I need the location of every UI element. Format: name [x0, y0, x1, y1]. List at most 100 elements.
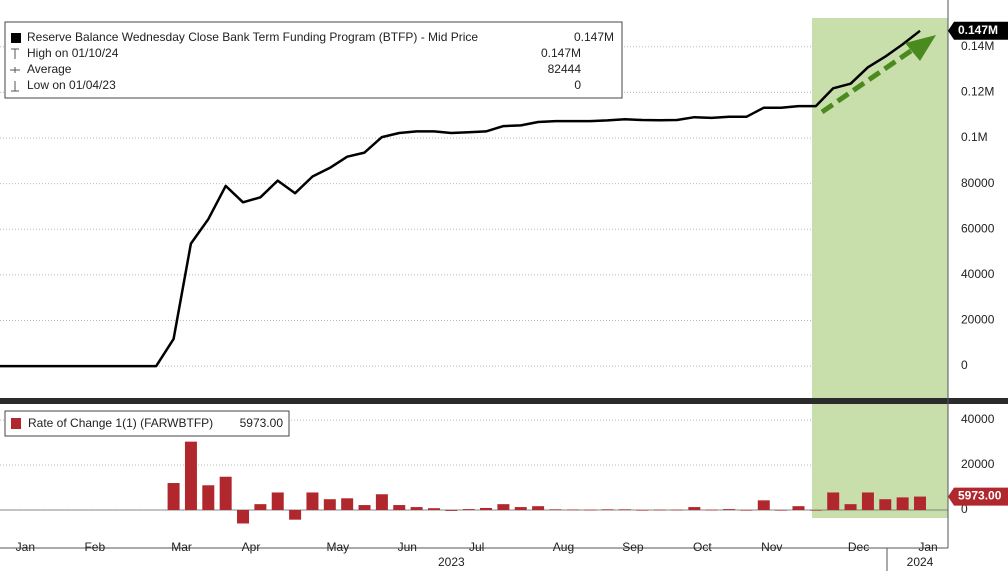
marks — [0, 29, 948, 524]
year-label: 2024 — [907, 555, 934, 569]
legend-stat-value: 82444 — [548, 62, 582, 76]
bar — [375, 494, 388, 511]
bar — [792, 506, 805, 511]
bar — [896, 497, 909, 511]
arrow-head — [905, 35, 936, 61]
y-tick-label: 0.14M — [961, 39, 994, 53]
panel-separator — [0, 398, 1008, 404]
x-tick-label: Nov — [761, 540, 782, 554]
legend-stat-label: Low on 01/04/23 — [27, 78, 116, 92]
bar — [914, 496, 926, 511]
legend-stats: High on 01/10/24 0.147M Average 82444 Low on… — [27, 46, 581, 92]
legend-stat-value: 0.147M — [541, 46, 581, 60]
bar — [636, 510, 649, 511]
last-value-tag — [948, 487, 1008, 506]
bar — [566, 509, 579, 511]
legend-stat-label: High on 01/10/24 — [27, 46, 119, 60]
x-tick-label: May — [326, 540, 349, 554]
legend-series-last: 0.147M — [574, 30, 614, 44]
bar — [202, 485, 215, 511]
bar — [167, 483, 180, 511]
x-tick-label: Jan — [918, 540, 937, 554]
legend-series-last: 5973.00 — [240, 416, 284, 430]
bar — [427, 508, 440, 511]
bar — [740, 510, 753, 511]
bar — [184, 441, 197, 511]
bar — [601, 509, 614, 511]
bar — [861, 492, 874, 511]
arrow-shaft — [820, 43, 920, 115]
bar — [254, 504, 267, 511]
bar — [289, 510, 302, 520]
legend-stat-value: 0 — [574, 78, 581, 92]
bar — [306, 492, 319, 511]
legend-box — [4, 21, 623, 99]
legend-series-name: Rate of Change 1(1) (FARWBTFP) — [28, 416, 213, 430]
bar — [844, 504, 857, 511]
y-tick-label: 0.1M — [961, 130, 988, 144]
y-tick-label: 0 — [961, 502, 968, 516]
bar — [809, 510, 822, 511]
legend-low-icon — [11, 81, 19, 92]
legend-bottom: Rate of Change 1(1) (FARWBTFP) 5973.00 — [4, 410, 290, 437]
bar — [462, 509, 475, 511]
legend-high-icon — [11, 48, 19, 59]
bar — [514, 507, 527, 511]
legend-swatch — [11, 33, 21, 43]
x-tick-label: Mar — [171, 540, 192, 554]
year-label: 2023 — [438, 555, 465, 569]
y-tick-label: 20000 — [961, 457, 995, 471]
x-tick-label: Feb — [84, 540, 105, 554]
bar — [775, 510, 788, 511]
last-value-label: 5973.00 — [958, 489, 1002, 503]
bar — [705, 509, 718, 511]
bar — [323, 499, 336, 511]
bar — [410, 507, 423, 511]
bar — [670, 509, 683, 511]
bar — [219, 476, 232, 511]
legend-top: Reserve Balance Wednesday Close Bank Ter… — [4, 21, 623, 99]
bar — [584, 509, 597, 511]
last-value-label: 0.147M — [958, 23, 998, 37]
x-tick-label: Dec — [848, 540, 869, 554]
y-tick-label: 40000 — [961, 412, 995, 426]
x-tick-label: Apr — [242, 540, 261, 554]
x-tick-label: Jan — [16, 540, 35, 554]
legend-stat-label: Average — [27, 62, 72, 76]
y-tick-label: 0.12M — [961, 85, 994, 99]
bar — [341, 498, 354, 511]
y-tick-label: 0 — [961, 358, 968, 372]
bar — [480, 507, 493, 511]
bar — [271, 492, 284, 511]
x-tick-label: Aug — [553, 540, 574, 554]
y-tick-label: 20000 — [961, 313, 995, 327]
x-tick-label: Jun — [398, 540, 417, 554]
bar — [688, 507, 701, 511]
x-tick-label: Jul — [469, 540, 484, 554]
bar — [827, 492, 840, 511]
x-tick-label: Oct — [693, 540, 712, 554]
bar — [237, 510, 250, 524]
bar — [532, 506, 545, 511]
bar — [358, 505, 371, 511]
bar — [393, 505, 406, 511]
bar — [653, 509, 666, 511]
bar — [723, 509, 736, 511]
legend-box — [4, 410, 290, 437]
bar — [497, 504, 510, 511]
bar — [757, 500, 770, 511]
bar — [618, 509, 631, 511]
last-value-tag — [948, 21, 1008, 40]
trend-arrow — [820, 35, 936, 115]
y-tick-label: 40000 — [961, 267, 995, 281]
bar — [549, 509, 562, 511]
legend-series-name: Reserve Balance Wednesday Close Bank Ter… — [27, 30, 478, 44]
bar — [879, 499, 892, 511]
bar — [445, 510, 458, 511]
legend-average-icon — [10, 67, 20, 73]
legend-swatch — [11, 418, 21, 429]
x-tick-label: Sep — [622, 540, 644, 554]
y-tick-label: 60000 — [961, 221, 995, 235]
line — [0, 29, 921, 368]
